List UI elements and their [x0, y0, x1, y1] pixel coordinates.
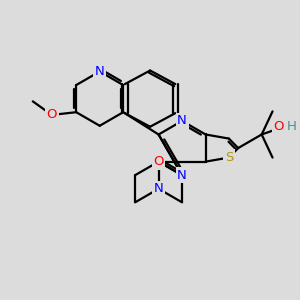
- Text: N: N: [95, 65, 105, 78]
- Text: N: N: [177, 169, 187, 182]
- Text: O: O: [153, 155, 164, 168]
- Text: O: O: [46, 108, 57, 122]
- Text: S: S: [225, 151, 233, 164]
- Text: N: N: [177, 114, 187, 128]
- Text: H: H: [287, 120, 297, 133]
- Text: O: O: [273, 120, 284, 133]
- Text: N: N: [154, 182, 164, 195]
